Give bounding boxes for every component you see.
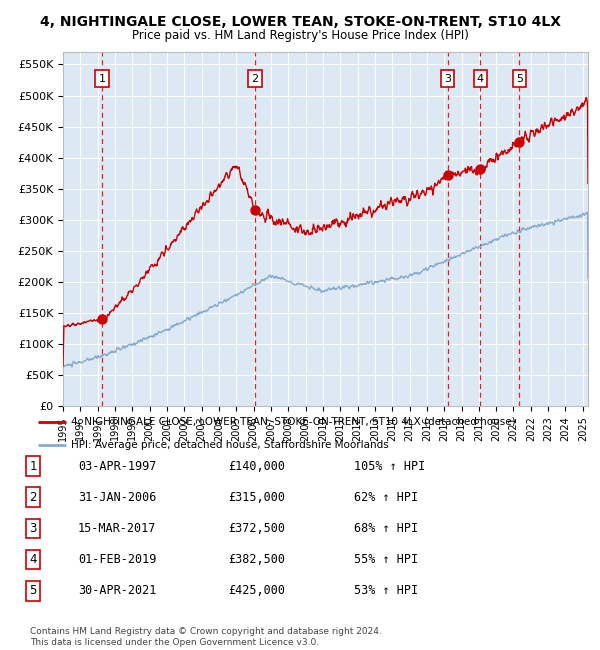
Text: 2: 2 (29, 491, 37, 504)
Text: 2: 2 (251, 73, 259, 84)
Text: 105% ↑ HPI: 105% ↑ HPI (354, 460, 425, 473)
Text: 68% ↑ HPI: 68% ↑ HPI (354, 522, 418, 535)
Text: 62% ↑ HPI: 62% ↑ HPI (354, 491, 418, 504)
Text: 53% ↑ HPI: 53% ↑ HPI (354, 584, 418, 597)
Text: 5: 5 (516, 73, 523, 84)
Text: HPI: Average price, detached house, Staffordshire Moorlands: HPI: Average price, detached house, Staf… (71, 440, 389, 450)
Text: £425,000: £425,000 (228, 584, 285, 597)
Text: 1: 1 (98, 73, 106, 84)
Text: 30-APR-2021: 30-APR-2021 (78, 584, 157, 597)
Text: £140,000: £140,000 (228, 460, 285, 473)
Text: 5: 5 (29, 584, 37, 597)
Text: £382,500: £382,500 (228, 553, 285, 566)
Text: 31-JAN-2006: 31-JAN-2006 (78, 491, 157, 504)
Text: 4: 4 (476, 73, 484, 84)
Text: 1: 1 (29, 460, 37, 473)
Text: 3: 3 (444, 73, 451, 84)
Text: 03-APR-1997: 03-APR-1997 (78, 460, 157, 473)
Text: 01-FEB-2019: 01-FEB-2019 (78, 553, 157, 566)
Text: 55% ↑ HPI: 55% ↑ HPI (354, 553, 418, 566)
Text: £372,500: £372,500 (228, 522, 285, 535)
Text: 15-MAR-2017: 15-MAR-2017 (78, 522, 157, 535)
Text: Contains HM Land Registry data © Crown copyright and database right 2024.
This d: Contains HM Land Registry data © Crown c… (30, 627, 382, 647)
Text: £315,000: £315,000 (228, 491, 285, 504)
Text: 4: 4 (29, 553, 37, 566)
Text: Price paid vs. HM Land Registry's House Price Index (HPI): Price paid vs. HM Land Registry's House … (131, 29, 469, 42)
Text: 4, NIGHTINGALE CLOSE, LOWER TEAN, STOKE-ON-TRENT, ST10 4LX (detached house): 4, NIGHTINGALE CLOSE, LOWER TEAN, STOKE-… (71, 417, 516, 427)
Text: 4, NIGHTINGALE CLOSE, LOWER TEAN, STOKE-ON-TRENT, ST10 4LX: 4, NIGHTINGALE CLOSE, LOWER TEAN, STOKE-… (40, 15, 560, 29)
Text: 3: 3 (29, 522, 37, 535)
